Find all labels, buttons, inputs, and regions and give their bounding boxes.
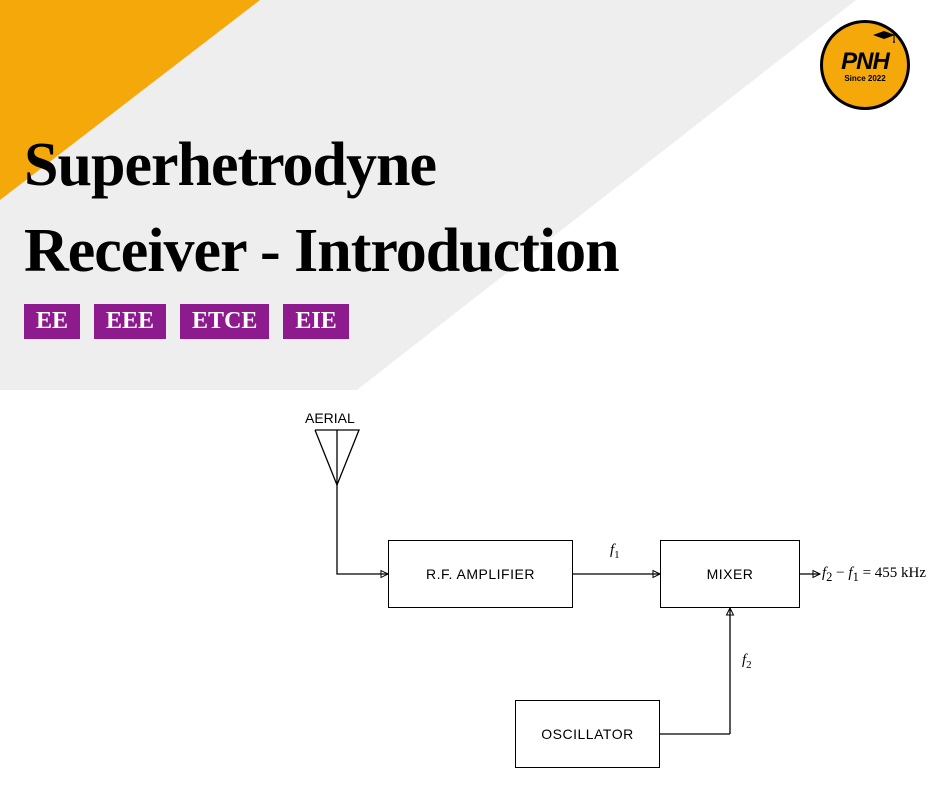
page-title-line1: Superhetrodyne bbox=[24, 130, 436, 201]
mixer-label: MIXER bbox=[707, 566, 754, 582]
f1-label: f1 bbox=[610, 542, 620, 561]
rf-amplifier-block: R.F. AMPLIFIER bbox=[388, 540, 573, 608]
brand-logo: PNH Since 2022 bbox=[820, 20, 910, 110]
subject-tags: EEEEEETCEEIE bbox=[24, 304, 349, 339]
output-equation: f2 − f1 = 455 kHz bbox=[822, 565, 926, 585]
grad-cap-icon bbox=[873, 31, 895, 43]
logo-circle: PNH Since 2022 bbox=[820, 20, 910, 110]
rf-amplifier-label: R.F. AMPLIFIER bbox=[426, 566, 535, 582]
subject-tag: EIE bbox=[283, 304, 348, 339]
subject-tag: EEE bbox=[94, 304, 166, 339]
page-title-line2: Receiver - Introduction bbox=[24, 216, 619, 287]
mixer-block: MIXER bbox=[660, 540, 800, 608]
block-diagram: AERIAL R.F. AMPLIFIER MIXER OSCILLATOR f… bbox=[0, 390, 940, 788]
f2-label: f2 bbox=[742, 652, 752, 671]
oscillator-block: OSCILLATOR bbox=[515, 700, 660, 768]
aerial-label: AERIAL bbox=[305, 410, 355, 426]
subject-tag: EE bbox=[24, 304, 80, 339]
logo-subtext: Since 2022 bbox=[844, 74, 885, 83]
logo-text: PNH bbox=[841, 48, 889, 76]
oscillator-label: OSCILLATOR bbox=[541, 726, 633, 742]
subject-tag: ETCE bbox=[180, 304, 269, 339]
